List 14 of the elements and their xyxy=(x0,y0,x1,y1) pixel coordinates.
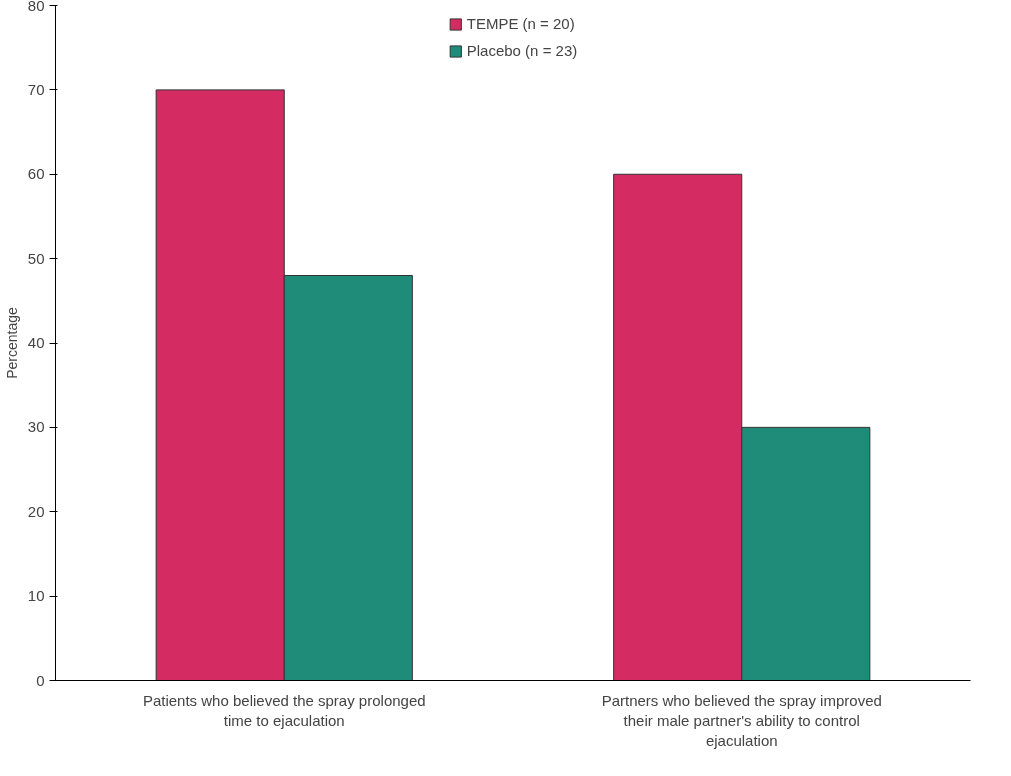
y-axis-title: Percentage xyxy=(3,306,20,379)
y-tick-label: 30 xyxy=(27,418,45,436)
legend-label: Placebo (n = 23) xyxy=(466,42,578,59)
y-tick-label: 20 xyxy=(27,502,45,520)
y-tick-label: 70 xyxy=(27,80,45,98)
y-tick-label: 10 xyxy=(27,587,45,605)
y-tick-label: 80 xyxy=(27,0,45,14)
x-tick-label: Patients who believed the spray prolonged time to ejaculation xyxy=(142,691,426,729)
legend-label: TEMPE (n = 20) xyxy=(466,15,575,32)
y-tick-label: 40 xyxy=(27,334,45,351)
y-tick-label: 60 xyxy=(27,165,45,183)
y-tick-label: 0 xyxy=(36,671,45,689)
x-tick-label: Partners who believed the spray improved their male partner's ability to control ejaculation xyxy=(601,691,882,750)
y-tick-label: 50 xyxy=(27,249,45,267)
